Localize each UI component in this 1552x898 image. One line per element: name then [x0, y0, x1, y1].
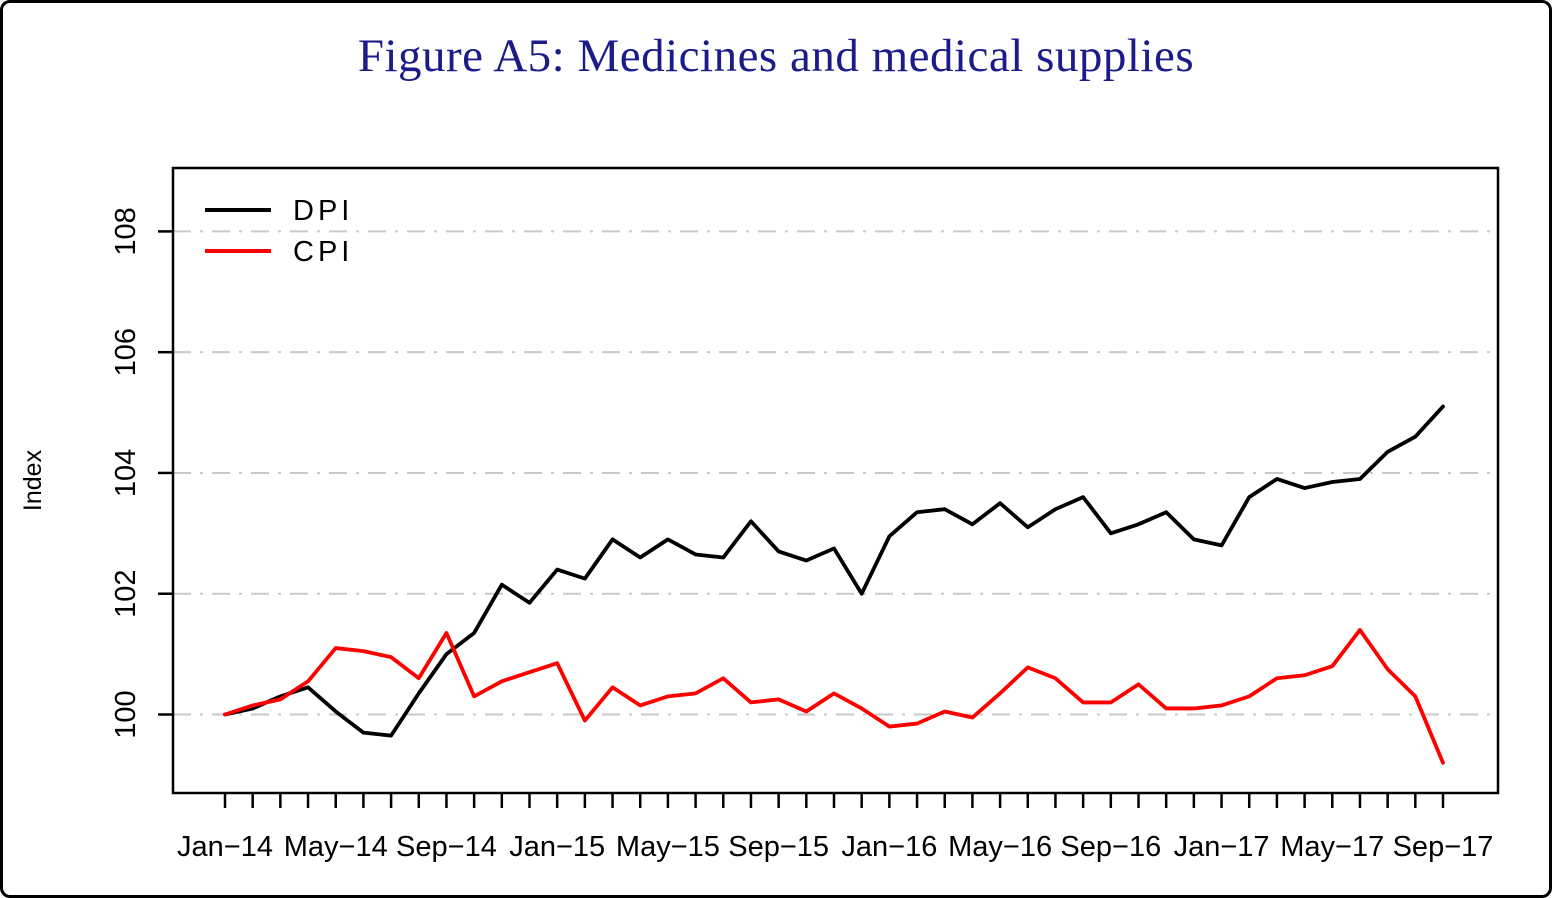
x-tick-label: May−17 — [1280, 831, 1384, 863]
y-axis-title: Index — [19, 449, 47, 511]
chart-title: Figure A5: Medicines and medical supplie… — [357, 30, 1195, 82]
x-tick-label: May−14 — [284, 831, 388, 863]
x-tick-label: Jan−14 — [177, 831, 273, 863]
x-tick-label: Sep−16 — [1060, 831, 1161, 863]
x-tick-label: Jan−15 — [509, 831, 605, 863]
legend-label-cpi: CPI — [293, 236, 353, 268]
y-tick-label: 104 — [110, 449, 142, 497]
plot-box — [171, 166, 1500, 795]
y-tick-label: 102 — [110, 570, 142, 618]
x-tick-label: Jan−17 — [1174, 831, 1270, 863]
series-line-cpi — [223, 628, 1445, 765]
x-tick-label: Sep−17 — [1393, 831, 1494, 863]
x-tick-label: Sep−14 — [396, 831, 497, 863]
legend-label-dpi: DPI — [293, 195, 353, 227]
y-tick-label: 108 — [110, 207, 142, 255]
x-tick-label: Jan−16 — [841, 831, 937, 863]
chart-svg: 100 102 104 106 108 Jan−14 May−14 Sep−14 Jan−15 M… — [19, 166, 1500, 863]
x-tick-label: May−16 — [948, 831, 1052, 863]
series-line-dpi — [223, 404, 1445, 738]
y-tick-label: 106 — [110, 328, 142, 376]
x-tick-label: Sep−15 — [728, 831, 829, 863]
x-tick-label: May−15 — [616, 831, 720, 863]
y-tick-label: 100 — [110, 690, 142, 738]
